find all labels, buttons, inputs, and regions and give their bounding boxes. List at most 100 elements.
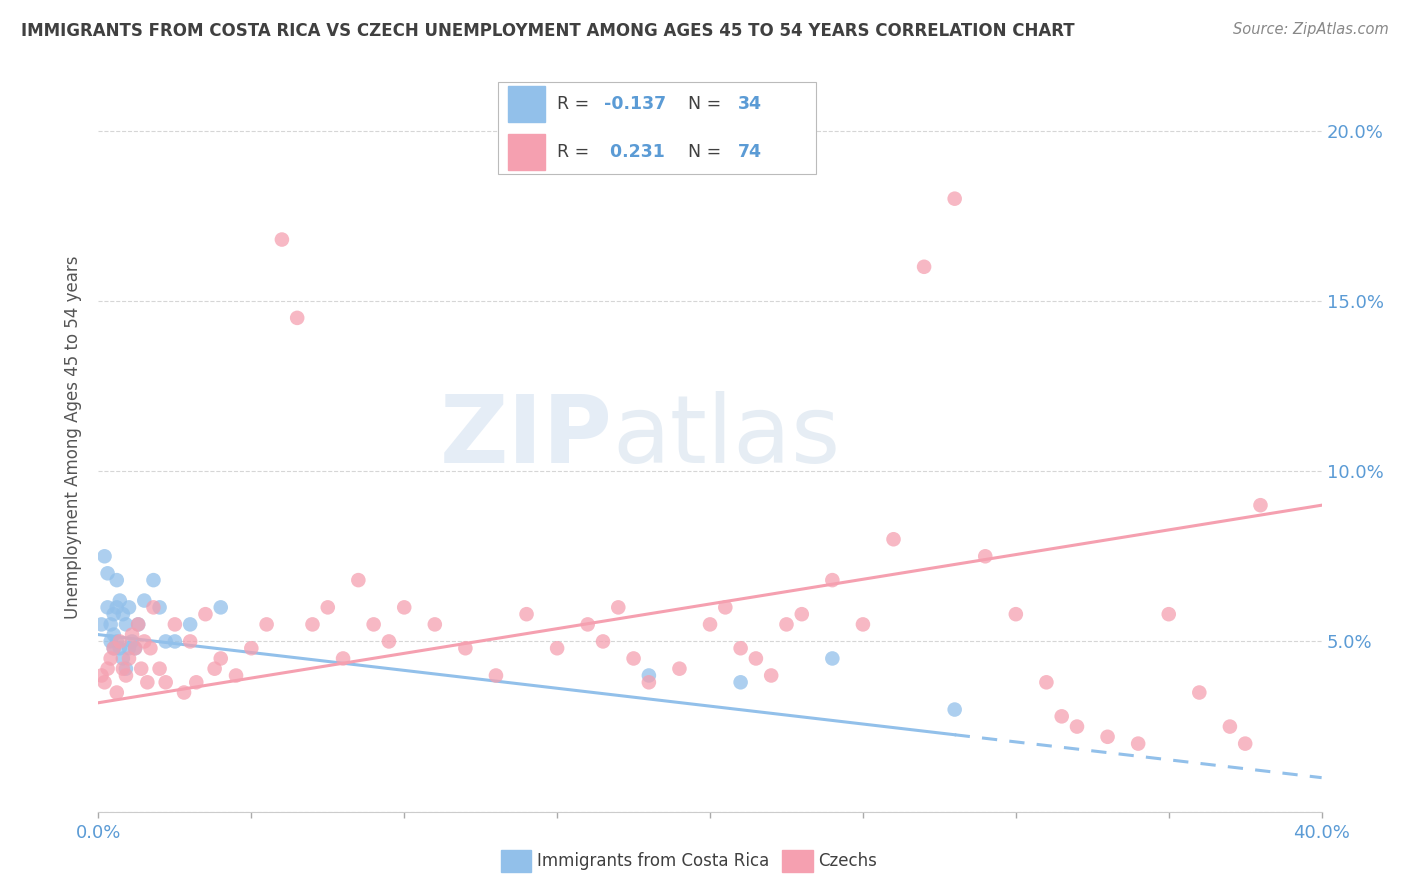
Point [100, 651, 122, 665]
Point [97, 600, 120, 615]
Point [759, 668, 782, 682]
Point [100, 617, 122, 632]
Point [121, 627, 143, 641]
Point [115, 617, 138, 632]
Point [142, 573, 165, 587]
Point [270, 233, 292, 247]
Text: atlas: atlas [612, 391, 841, 483]
Point [134, 593, 156, 607]
Point [111, 651, 134, 665]
Point [93, 549, 115, 564]
Point [115, 668, 138, 682]
Point [576, 617, 599, 632]
Point [103, 641, 125, 656]
Text: N =: N = [678, 95, 727, 112]
Point [943, 192, 966, 206]
Point [775, 617, 797, 632]
Point [852, 617, 875, 632]
Point [90, 668, 112, 682]
Bar [508, 135, 546, 170]
Text: IMMIGRANTS FROM COSTA RICA VS CZECH UNEMPLOYMENT AMONG AGES 45 TO 54 YEARS CORRE: IMMIGRANTS FROM COSTA RICA VS CZECH UNEM… [21, 22, 1074, 40]
Point [121, 634, 143, 648]
Point [97, 662, 120, 676]
Point [1219, 720, 1241, 734]
Text: 74: 74 [738, 144, 762, 161]
Text: 34: 34 [738, 95, 762, 112]
Point [592, 634, 614, 648]
Point [347, 573, 370, 587]
Point [105, 685, 128, 699]
Point [127, 617, 149, 632]
Point [103, 607, 125, 622]
Point [714, 600, 737, 615]
Point [124, 641, 146, 656]
Point [136, 675, 159, 690]
Point [1066, 720, 1088, 734]
Point [105, 634, 128, 648]
Point [485, 668, 508, 682]
Point [730, 675, 752, 690]
Point [111, 662, 134, 676]
Point [108, 641, 131, 656]
Point [943, 702, 966, 716]
Text: R =: R = [557, 144, 595, 161]
Point [1128, 737, 1150, 751]
Point [139, 641, 162, 656]
Text: N =: N = [678, 144, 727, 161]
Text: Immigrants from Costa Rica: Immigrants from Costa Rica [537, 852, 769, 870]
Point [516, 607, 538, 622]
Point [209, 600, 232, 615]
Point [668, 662, 690, 676]
Point [332, 651, 354, 665]
Point [127, 617, 149, 632]
Point [240, 641, 263, 656]
Point [301, 617, 323, 632]
Text: ZIP: ZIP [439, 391, 612, 483]
Point [209, 651, 232, 665]
Point [149, 600, 172, 615]
Text: -0.137: -0.137 [603, 95, 665, 112]
Point [108, 593, 131, 607]
Bar [508, 86, 546, 121]
Point [163, 634, 186, 648]
Point [105, 600, 128, 615]
Point [546, 641, 568, 656]
Point [912, 260, 935, 274]
Point [1004, 607, 1026, 622]
Point [974, 549, 997, 564]
Point [623, 651, 645, 665]
Point [607, 600, 630, 615]
Point [1097, 730, 1119, 744]
Point [194, 607, 217, 622]
Point [186, 675, 208, 690]
Point [155, 675, 177, 690]
Point [163, 617, 186, 632]
Point [142, 600, 165, 615]
Point [423, 617, 446, 632]
Point [97, 566, 120, 581]
Point [115, 662, 138, 676]
Point [108, 634, 131, 648]
Point [821, 573, 844, 587]
Point [118, 600, 141, 615]
Point [392, 600, 416, 615]
Point [173, 685, 195, 699]
Point [129, 662, 152, 676]
Point [256, 617, 278, 632]
Point [454, 641, 477, 656]
Point [118, 651, 141, 665]
Point [204, 662, 226, 676]
Point [1249, 498, 1271, 512]
Y-axis label: Unemployment Among Ages 45 to 54 years: Unemployment Among Ages 45 to 54 years [65, 255, 83, 619]
Text: R =: R = [557, 95, 595, 112]
Point [134, 634, 156, 648]
Point [1035, 675, 1057, 690]
Point [316, 600, 339, 615]
Point [363, 617, 385, 632]
Point [378, 634, 401, 648]
Point [1234, 737, 1257, 751]
Point [1157, 607, 1180, 622]
Point [1188, 685, 1211, 699]
Point [790, 607, 813, 622]
Point [103, 627, 125, 641]
